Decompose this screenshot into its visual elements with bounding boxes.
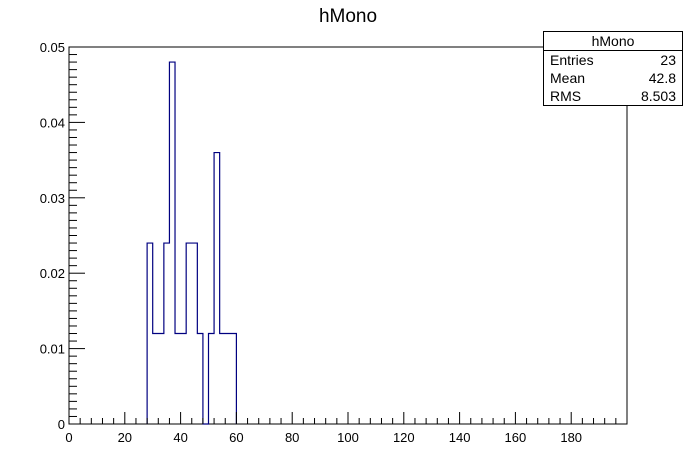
chart-title: hMono (318, 6, 378, 27)
histogram-bin-3 (164, 243, 170, 424)
x-tick-label: 160 (505, 430, 527, 445)
stats-row-mean: Mean 42.8 (544, 69, 682, 87)
y-tick-label: 0.01 (40, 342, 65, 357)
x-tick-label: 0 (65, 430, 72, 445)
histogram-bin-0 (147, 243, 153, 424)
histogram-bin-8 (192, 243, 198, 424)
stats-label-rms: RMS (550, 88, 582, 104)
stats-row-rms: RMS 8.503 (544, 87, 682, 105)
histogram-bin-5 (175, 334, 181, 424)
histogram-bin-11 (209, 334, 215, 424)
x-tick-label: 180 (560, 430, 582, 445)
stats-label-mean: Mean (550, 70, 586, 86)
histogram-bin-15 (231, 334, 237, 424)
y-tick-label: 0.05 (40, 40, 65, 55)
histogram-bin-6 (181, 334, 187, 424)
y-tick-label: 0.03 (40, 191, 65, 206)
stats-box-title: hMono (544, 32, 682, 51)
histogram-bin-12 (214, 153, 220, 424)
stats-value-mean: 42.8 (648, 70, 676, 86)
y-tick-label: 0.02 (40, 266, 65, 281)
histogram-bin-9 (197, 334, 203, 424)
histogram-bin-14 (225, 334, 231, 424)
histogram-bin-13 (220, 334, 226, 424)
stats-row-entries: Entries 23 (544, 51, 682, 69)
x-tick-label: 100 (337, 430, 359, 445)
y-tick-label: 0 (58, 417, 65, 432)
x-tick-label: 140 (449, 430, 471, 445)
y-tick-label: 0.04 (40, 115, 65, 130)
histogram-bin-1 (153, 334, 159, 424)
stats-value-rms: 8.503 (640, 88, 676, 104)
stats-label-entries: Entries (550, 52, 594, 68)
x-tick-label: 120 (393, 430, 415, 445)
x-tick-label: 20 (118, 430, 132, 445)
x-tick-label: 80 (285, 430, 299, 445)
histogram-bin-7 (186, 243, 192, 424)
x-tick-label: 40 (173, 430, 187, 445)
histogram-bin-4 (169, 62, 175, 424)
histogram-line (146, 61, 237, 425)
stats-value-entries: 23 (660, 52, 676, 68)
stats-box: hMono Entries 23 Mean 42.8 RMS 8.503 (543, 31, 683, 106)
x-tick-label: 60 (229, 430, 243, 445)
histogram-bin-2 (158, 334, 164, 424)
